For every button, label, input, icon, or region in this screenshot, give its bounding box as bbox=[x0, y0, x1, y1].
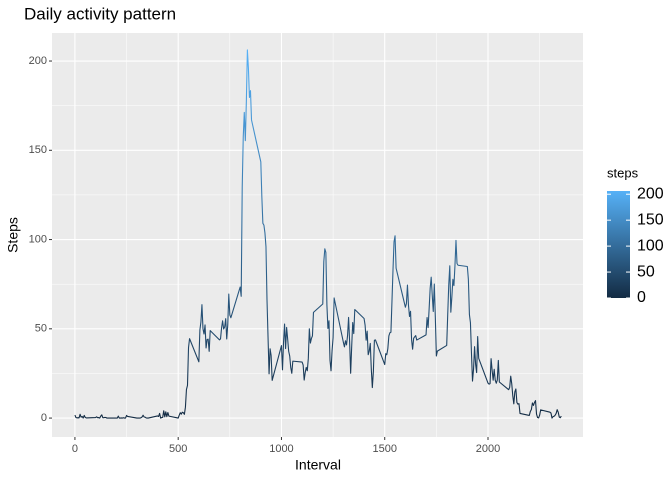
x-tick-label: 2000 bbox=[476, 443, 500, 455]
legend-colorbar bbox=[607, 191, 630, 298]
line bbox=[74, 49, 562, 419]
y-tick-label: 50 bbox=[35, 323, 47, 335]
x-tick-label: 1000 bbox=[269, 443, 293, 455]
chart-title: Daily activity pattern bbox=[24, 4, 176, 23]
legend-tick-label: 150 bbox=[637, 211, 664, 228]
legend-tick-label: 50 bbox=[637, 263, 655, 280]
y-tick-label: 150 bbox=[29, 144, 47, 156]
panel bbox=[52, 33, 583, 437]
y-tick-label: 100 bbox=[29, 233, 47, 245]
legend-tick-label: 100 bbox=[637, 237, 664, 254]
y-tick-label: 0 bbox=[41, 412, 47, 424]
x-tick-label: 1500 bbox=[372, 443, 396, 455]
legend-tick-label: 0 bbox=[637, 289, 646, 306]
legend-tick-label: 200 bbox=[637, 185, 664, 202]
y-tick-label: 200 bbox=[29, 55, 47, 67]
grid bbox=[52, 33, 583, 437]
y-axis-label: Steps bbox=[5, 217, 21, 253]
x-axis-label: Interval bbox=[295, 457, 341, 473]
legend-title: steps bbox=[607, 165, 639, 180]
x-tick-label: 0 bbox=[72, 443, 78, 455]
x-tick-label: 500 bbox=[169, 443, 187, 455]
